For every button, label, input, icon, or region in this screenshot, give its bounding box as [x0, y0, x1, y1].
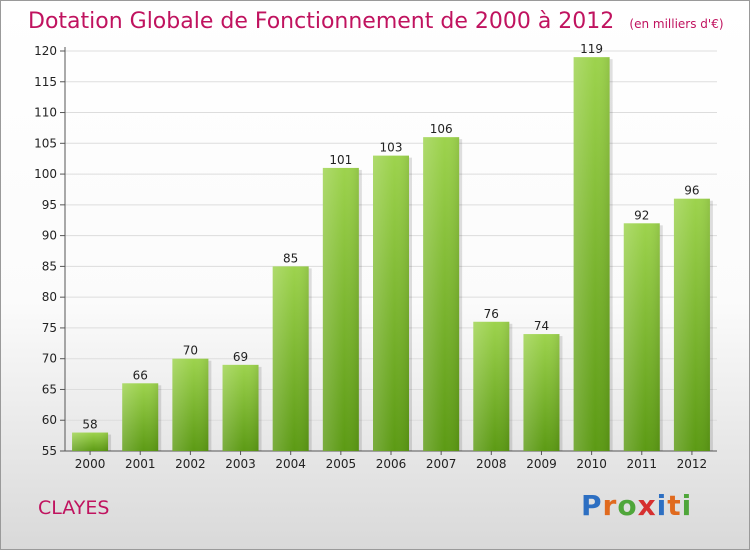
brand-letter: P	[581, 489, 603, 522]
y-tick-label: 75	[42, 321, 57, 335]
brand-letter: i	[681, 489, 693, 522]
y-tick-label: 105	[34, 136, 57, 150]
bar-value-label: 76	[484, 307, 499, 321]
x-tick-label: 2006	[376, 457, 407, 471]
brand-logo: Proxiti	[581, 489, 692, 522]
location-name: CLAYES	[38, 497, 110, 519]
bar-highlight	[373, 155, 409, 451]
bar-value-label: 74	[534, 319, 549, 333]
bar-highlight	[72, 432, 109, 451]
brand-letter: r	[602, 489, 618, 522]
bar-highlight	[473, 321, 510, 451]
y-tick-label: 100	[34, 167, 57, 181]
chart-title-unit: (en milliers d'€)	[629, 17, 724, 31]
y-tick-label: 55	[42, 444, 57, 458]
brand-letter: i	[656, 489, 668, 522]
y-tick-label: 70	[42, 352, 57, 366]
brand-letter: x	[637, 489, 657, 522]
y-tick-label: 65	[42, 382, 57, 396]
chart-title-main: Dotation Globale de Fonctionnement de 20…	[28, 9, 615, 34]
bar-highlight	[222, 364, 259, 451]
x-tick-label: 2003	[225, 457, 256, 471]
bar-highlight	[122, 383, 159, 451]
bar-value-label: 69	[233, 350, 248, 364]
x-tick-label: 2010	[576, 457, 607, 471]
y-tick-label: 120	[34, 44, 57, 58]
bar-highlight	[673, 198, 710, 451]
bar-highlight	[623, 223, 660, 451]
x-tick-label: 2007	[426, 457, 457, 471]
y-tick-label: 60	[42, 413, 57, 427]
x-tick-label: 2000	[75, 457, 106, 471]
y-tick-label: 95	[42, 198, 57, 212]
bar-value-label: 101	[329, 153, 352, 167]
x-tick-label: 2005	[326, 457, 357, 471]
y-tick-label: 110	[34, 106, 57, 120]
chart-title: Dotation Globale de Fonctionnement de 20…	[28, 9, 724, 34]
bar-value-label: 96	[684, 184, 699, 198]
y-tick-label: 90	[42, 229, 57, 243]
x-tick-label: 2009	[526, 457, 557, 471]
bar-value-label: 103	[380, 141, 403, 155]
brand-letter: o	[617, 489, 638, 522]
bar-highlight	[172, 358, 209, 451]
bar-value-label: 106	[430, 122, 453, 136]
x-tick-label: 2002	[175, 457, 206, 471]
bar-highlight	[272, 266, 309, 451]
axes: 55 60 65 70 75 80 85 90 95 100 105 110 115 120 2000 200…	[34, 44, 717, 471]
x-tick-label: 2012	[677, 457, 708, 471]
x-tick-label: 2001	[125, 457, 156, 471]
x-tick-label: 2008	[476, 457, 507, 471]
bar-value-label: 92	[634, 208, 649, 222]
y-tick-label: 115	[34, 75, 57, 89]
bar-value-label: 85	[283, 251, 298, 265]
brand-letter: t	[667, 489, 682, 522]
bar-value-label: 66	[133, 368, 148, 382]
bar-value-label: 58	[82, 418, 97, 432]
x-tick-label: 2004	[275, 457, 306, 471]
bar-highlight	[523, 334, 560, 451]
bars: 58 66 70 69 85 101 103 106 76 74 119 92 96	[72, 42, 713, 452]
y-tick-label: 85	[42, 259, 57, 273]
bar-value-label: 119	[580, 42, 603, 56]
x-tick-label: 2011	[626, 457, 657, 471]
y-tick-label: 80	[42, 290, 57, 304]
bar-value-label: 70	[183, 344, 198, 358]
bar-highlight	[322, 167, 359, 451]
bar-highlight	[573, 57, 610, 452]
bar-highlight	[423, 137, 460, 451]
